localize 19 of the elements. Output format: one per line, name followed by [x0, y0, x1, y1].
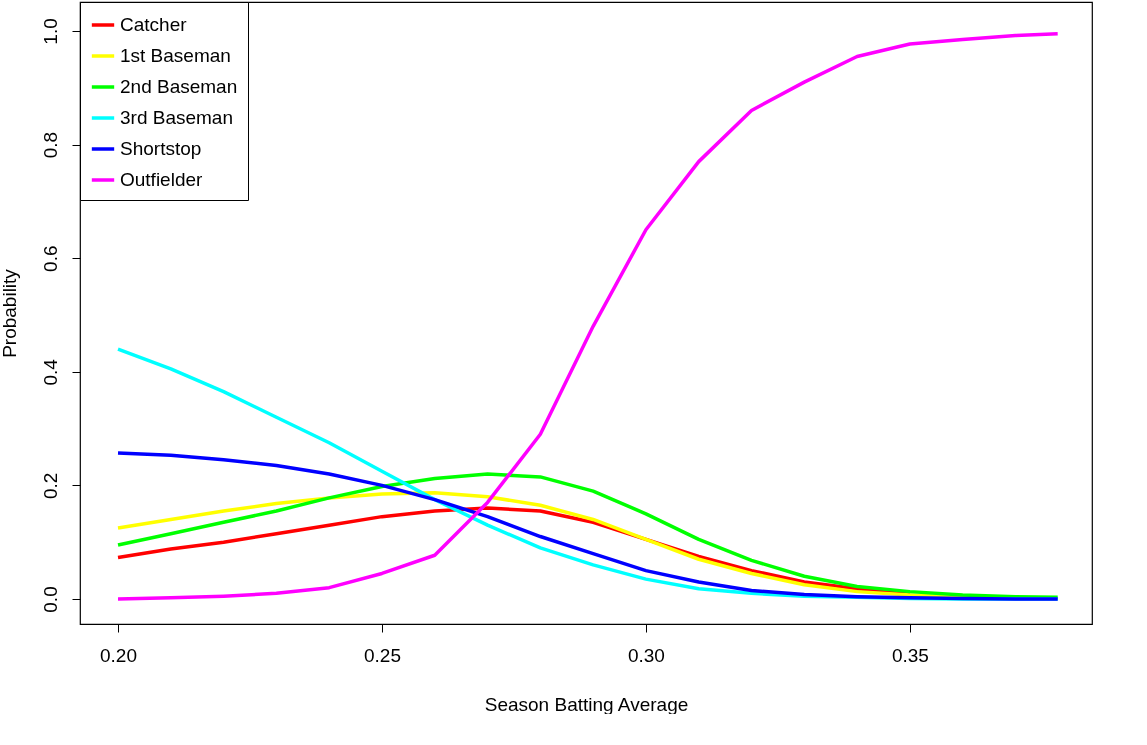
x-tick-label: 0.20	[100, 644, 137, 666]
legend-label: Shortstop	[120, 138, 202, 159]
legend-label: 1st Baseman	[120, 45, 231, 66]
y-axis-title: Probability	[0, 268, 20, 358]
y-tick-label: 0.8	[39, 131, 61, 159]
x-tick-label: 0.30	[627, 644, 665, 666]
x-tick-label: 0.25	[363, 644, 401, 666]
x-tick-label: 0.35	[891, 644, 929, 666]
y-tick-label: 0.4	[39, 358, 61, 386]
legend-label: 2nd Baseman	[120, 76, 238, 97]
y-tick-label: 0.6	[39, 245, 61, 272]
y-tick-label: 0.2	[39, 472, 61, 500]
legend-label: Catcher	[120, 14, 188, 35]
legend-label: Outfielder	[120, 169, 204, 190]
line-series	[116, 32, 1060, 601]
y-tick-label: 0.0	[39, 586, 61, 613]
y-tick-label: 1.0	[39, 18, 61, 45]
legend-label: 3rd Baseman	[120, 107, 234, 128]
x-axis-title: Season Batting Average	[484, 693, 689, 715]
